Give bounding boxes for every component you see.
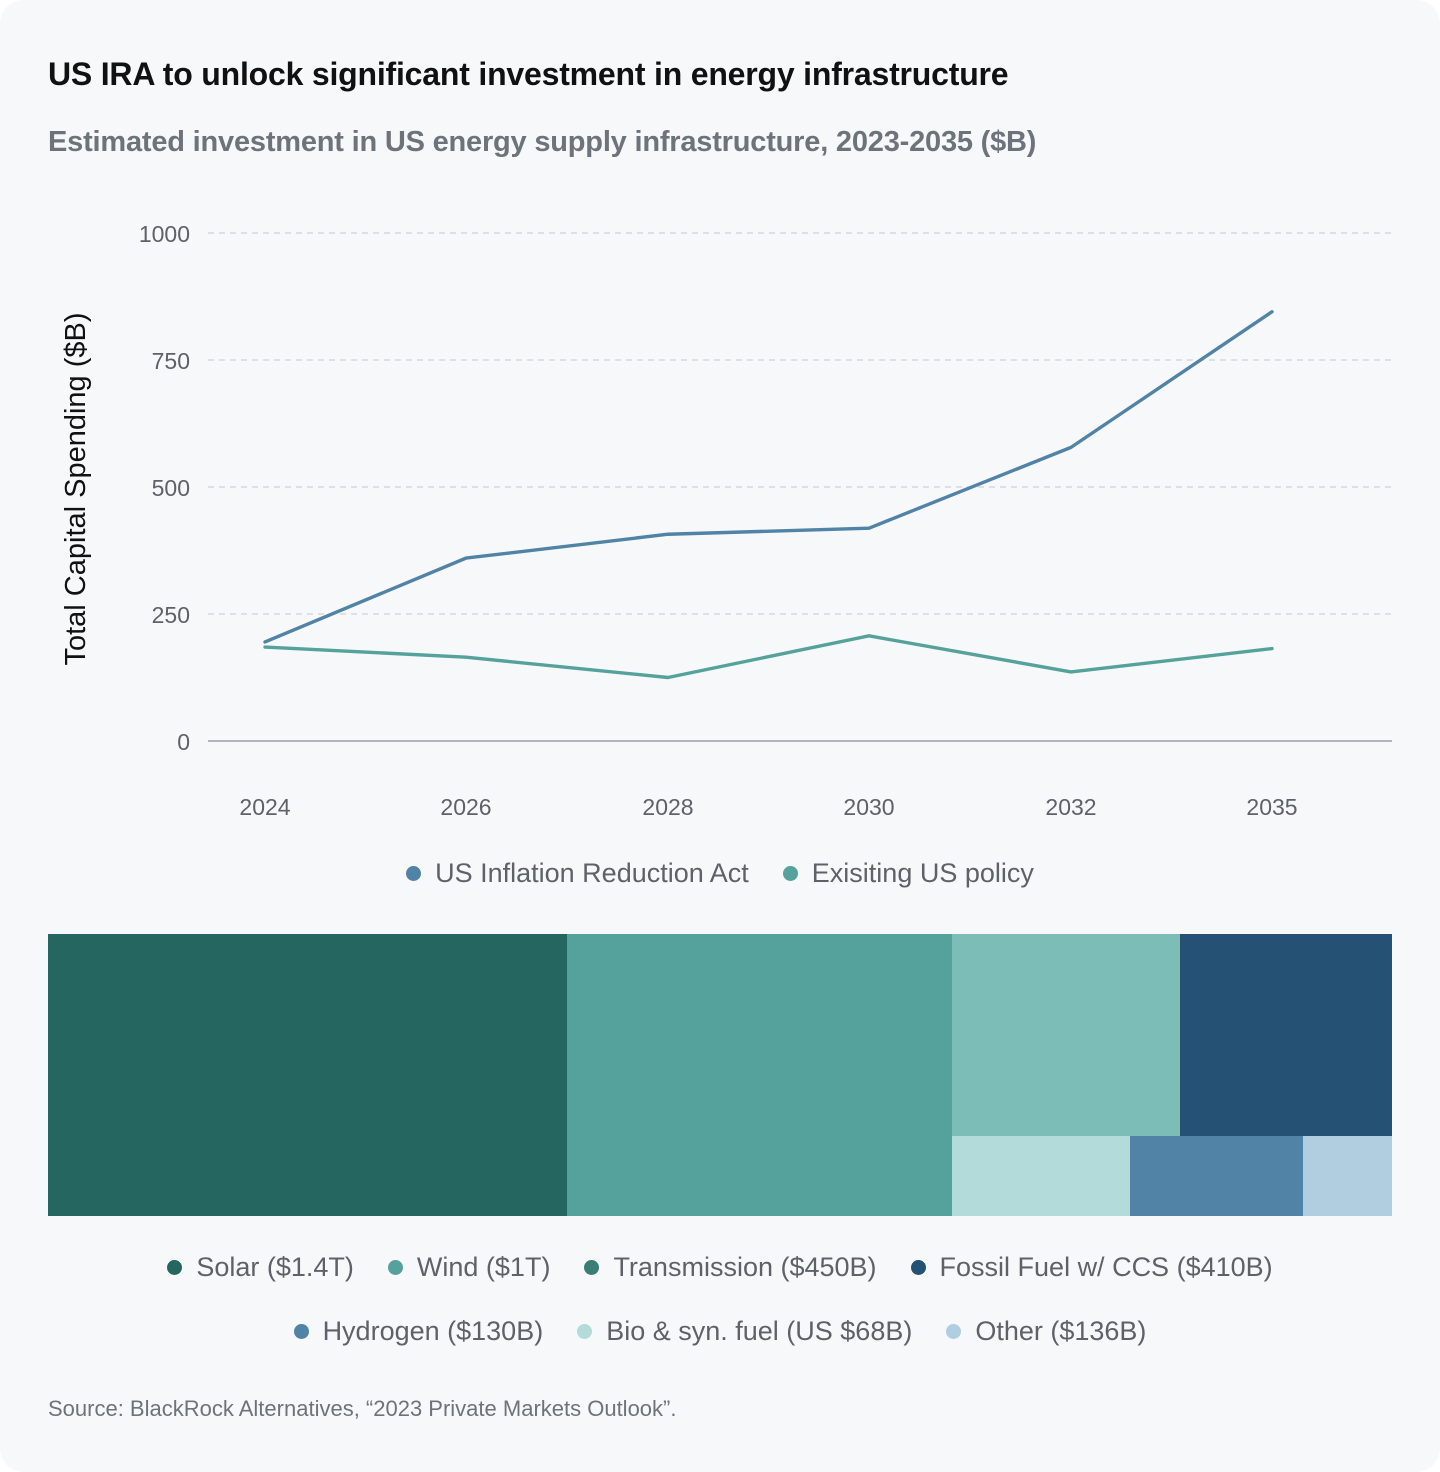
treemap-cell-solar [48,934,567,1216]
legend-item-other: Other ($136B) [946,1316,1146,1347]
treemap-cell-bio-syn-fuel [952,1136,1130,1216]
y-tick-label-0: 0 [177,729,190,755]
legend-dot-icon [946,1323,962,1339]
legend-label: Fossil Fuel w/ CCS ($410B) [939,1251,1273,1282]
legend-item-hydrogen: Hydrogen ($130B) [293,1315,544,1347]
treemap-legend-row-2: Hydrogen ($130B) Bio & syn. fuel (US $68B… [0,1312,1440,1350]
legend-item-wind: Wind ($1T) [387,1251,551,1283]
treemap-cell-other [1303,1136,1392,1216]
legend-dot-icon [387,1259,403,1275]
treemap-cell-hydrogen [1130,1136,1303,1216]
legend-dot-icon [406,865,422,881]
legend-dot-icon [293,1323,309,1339]
x-tick-label-2026: 2026 [440,794,491,820]
y-tick-label-750: 750 [152,348,190,374]
y-axis-label: Total Capital Spending ($B) [60,312,92,665]
x-tick-label-2035: 2035 [1246,794,1297,820]
legend-label: Exisiting US policy [811,857,1034,888]
y-tick-label-1000: 1000 [139,221,190,247]
treemap-legend-row-1: Solar ($1.4T) Wind ($1T) Transmission ($45… [0,1248,1440,1286]
legend-label: Hydrogen ($130B) [322,1315,544,1346]
treemap-cell-wind [567,934,952,1216]
legend-item-exisiting-us-policy: Exisiting US policy [782,857,1034,889]
legend-dot-icon [910,1259,926,1275]
source-note: Source: BlackRock Alternatives, “2023 Pr… [48,1396,677,1421]
legend-label: Wind ($1T) [416,1251,551,1282]
y-tick-label-250: 250 [152,602,190,628]
x-tick-label-2032: 2032 [1045,794,1096,820]
series-line-exisiting-us-policy [263,634,1274,680]
legend-label: Bio & syn. fuel (US $68B) [606,1315,913,1346]
treemap-cell-fossil-fuel-w-ccs [1180,934,1392,1136]
x-tick-label-2028: 2028 [642,794,693,820]
chart-subtitle: Estimated investment in US energy supply… [48,126,1037,158]
legend-label: Transmission ($450B) [613,1251,877,1282]
legend-item-transmission: Transmission ($450B) [584,1251,877,1283]
chart-title: US IRA to unlock significant investment … [48,56,1009,92]
legend-item-us-inflation-reduction-act: US Inflation Reduction Act [406,858,749,889]
legend-label: US Inflation Reduction Act [435,857,749,888]
legend-label: Other ($136B) [975,1315,1147,1346]
legend-dot-icon [577,1323,593,1339]
series-line-us-inflation-reduction-act [263,310,1274,644]
legend-label: Solar ($1.4T) [196,1251,354,1282]
treemap [48,934,1392,1216]
line-chart-legend: US Inflation Reduction Act Exisiting US p… [0,854,1440,892]
treemap-cell-transmission [952,934,1180,1136]
line-chart: 0 250 500 750 1000 2024 2026 2028 2030 2032 2035 To… [60,221,1392,820]
legend-dot-icon [167,1259,183,1275]
legend-item-bio-syn-fuel: Bio & syn. fuel (US $68B) [577,1316,912,1347]
legend-item-solar: Solar ($1.4T) [167,1252,354,1283]
x-tick-label-2024: 2024 [239,794,290,820]
legend-item-fossil-fuel-w-ccs: Fossil Fuel w/ CCS ($410B) [910,1251,1273,1283]
x-tick-label-2030: 2030 [843,794,894,820]
legend-dot-icon [584,1259,600,1275]
y-tick-label-500: 500 [152,475,190,501]
legend-dot-icon [782,865,798,881]
